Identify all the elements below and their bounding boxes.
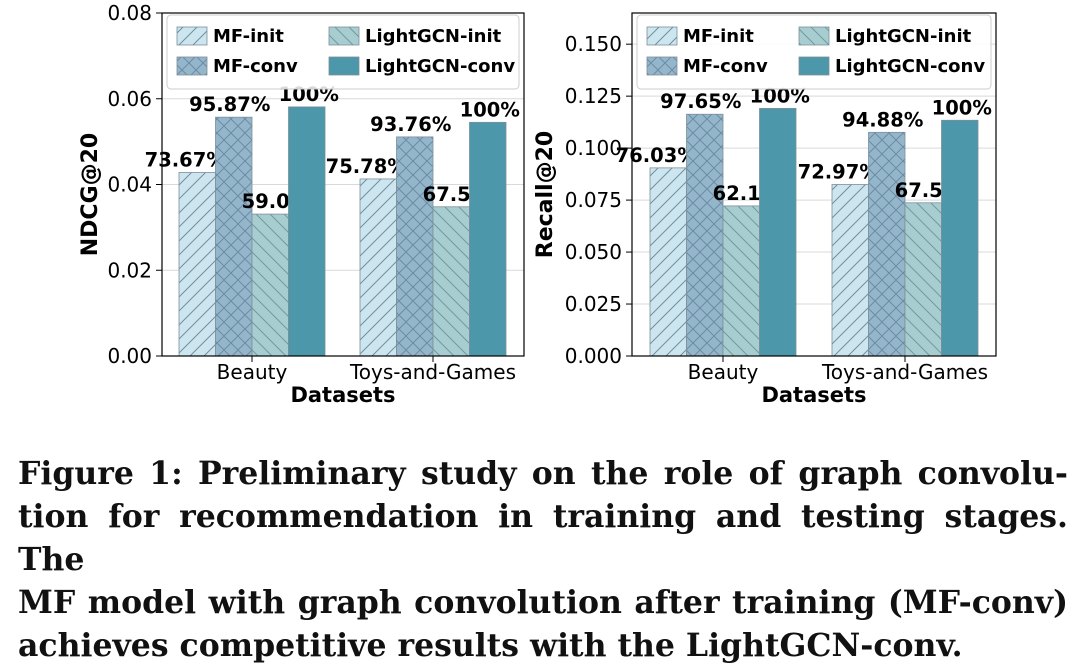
bar-value-label: 73.67% bbox=[145, 148, 226, 171]
legend-swatch-outline bbox=[646, 56, 678, 76]
bar-lightgcn-conv-beauty bbox=[288, 106, 325, 357]
bar-lightgcn-conv-toys-and-games bbox=[941, 120, 978, 356]
legend-swatch-hatch bbox=[647, 57, 677, 75]
caption-line-1: Figure 1: Preliminary study on the role … bbox=[18, 455, 1068, 492]
legend-label: LightGCN-init bbox=[365, 26, 502, 47]
legend-swatch-hatch bbox=[647, 27, 677, 45]
legend-swatch-hatch bbox=[799, 27, 829, 45]
legend-swatch-outline bbox=[176, 26, 208, 46]
legend-label: LightGCN-conv bbox=[365, 56, 515, 77]
x-axis-title: Datasets bbox=[761, 383, 866, 407]
legend-label: LightGCN-init bbox=[835, 26, 972, 47]
legend-swatch bbox=[329, 57, 359, 75]
legend: MF-init MF-conv LightGCN-init LightGCN-conv bbox=[166, 14, 520, 90]
bar-hatch bbox=[686, 114, 723, 356]
x-tick-label: Beauty bbox=[217, 360, 288, 384]
legend-swatch-outline bbox=[328, 56, 360, 76]
x-tick-label: Beauty bbox=[688, 360, 759, 384]
legend-label: MF-conv bbox=[213, 56, 298, 77]
bar-value-label: 95.87% bbox=[189, 93, 270, 116]
y-axis-title: NDCG@20 bbox=[78, 133, 103, 257]
plot-frame bbox=[161, 12, 525, 357]
bar-hatch bbox=[360, 178, 397, 356]
bar-hatch bbox=[179, 172, 216, 356]
y-tick-label: 0.08 bbox=[107, 1, 152, 25]
legend-swatch-outline bbox=[328, 26, 360, 46]
caption-line-2: tion for recommendation in training and … bbox=[18, 498, 1068, 578]
legend-swatch-outline bbox=[176, 56, 208, 76]
y-tick-label: 0.06 bbox=[107, 87, 152, 111]
bar-value-label: 94.88% bbox=[842, 108, 923, 131]
bar-hatch bbox=[905, 202, 942, 356]
bar-hatch bbox=[252, 214, 289, 356]
figure-caption: Figure 1: Preliminary study on the role … bbox=[18, 452, 1068, 667]
bar-value-label: 97.65% bbox=[660, 90, 741, 113]
legend-swatch-outline bbox=[646, 26, 678, 46]
y-tick-label: 0.00 bbox=[107, 344, 152, 368]
legend-swatch bbox=[799, 57, 829, 75]
bar-hatch bbox=[433, 206, 470, 356]
bar-value-label: 100% bbox=[932, 96, 992, 119]
legend-label: LightGCN-conv bbox=[835, 56, 985, 77]
ndcg-chart: 0.00 0.02 0.04 0.06 0.08 73.67% 75.78% 95.87% 93… bbox=[78, 1, 525, 407]
caption-line-4: achieves competitive results with the Li… bbox=[18, 627, 963, 664]
y-tick-label: 0.075 bbox=[565, 188, 622, 212]
bar-value-label: 93.76% bbox=[370, 113, 451, 136]
y-tick-label: 0.000 bbox=[565, 344, 622, 368]
bar-hatch bbox=[868, 132, 905, 356]
x-tick-label: Toys-and-Games bbox=[349, 360, 516, 384]
legend-box bbox=[166, 14, 520, 90]
figure-charts: 0.00 0.02 0.04 0.06 0.08 73.67% 75.78% 95.87% 93… bbox=[78, 1, 997, 407]
y-tick-label: 0.150 bbox=[565, 32, 622, 56]
recall-chart: 0.000 0.025 0.050 0.075 0.100 0.125 0.150 76.03… bbox=[533, 12, 997, 407]
bar-hatch bbox=[215, 117, 252, 356]
bar-value-label: 100% bbox=[460, 98, 520, 121]
y-tick-label: 0.125 bbox=[565, 84, 622, 108]
y-tick-label: 0.025 bbox=[565, 292, 622, 316]
plot-frame bbox=[631, 12, 997, 357]
legend-swatch-hatch bbox=[329, 27, 359, 45]
bar-hatch bbox=[396, 136, 433, 356]
y-axis-title: Recall@20 bbox=[533, 131, 558, 258]
legend-box bbox=[636, 14, 992, 90]
y-tick-label: 0.050 bbox=[565, 240, 622, 264]
bar-value-label: 76.03% bbox=[616, 144, 697, 167]
legend: MF-init MF-conv LightGCN-init LightGCN-conv bbox=[636, 14, 992, 90]
x-tick-label: Toys-and-Games bbox=[821, 360, 988, 384]
bar-lightgcn-conv-beauty bbox=[759, 108, 796, 356]
bar-hatch bbox=[832, 184, 869, 356]
y-tick-label: 0.02 bbox=[107, 258, 152, 282]
legend-swatch-hatch bbox=[177, 57, 207, 75]
legend-swatch-outline bbox=[798, 56, 830, 76]
bar-value-label: 72.97% bbox=[798, 161, 879, 184]
bar-value-label: 100% bbox=[750, 84, 810, 107]
bar-hatch bbox=[723, 205, 760, 356]
legend-label: MF-init bbox=[213, 26, 284, 47]
bar-hatch bbox=[650, 167, 687, 356]
y-tick-label: 0.04 bbox=[107, 173, 152, 197]
caption-line-3: MF model with graph convolution after tr… bbox=[18, 584, 1068, 621]
legend-label: MF-conv bbox=[683, 56, 768, 77]
y-tick-label: 0.100 bbox=[565, 136, 622, 160]
bar-lightgcn-conv-toys-and-games bbox=[469, 122, 506, 356]
x-axis-title: Datasets bbox=[290, 383, 395, 407]
legend-label: MF-init bbox=[683, 26, 754, 47]
legend-swatch-outline bbox=[798, 26, 830, 46]
legend-swatch-hatch bbox=[177, 27, 207, 45]
bar-value-label: 75.78% bbox=[326, 155, 407, 178]
